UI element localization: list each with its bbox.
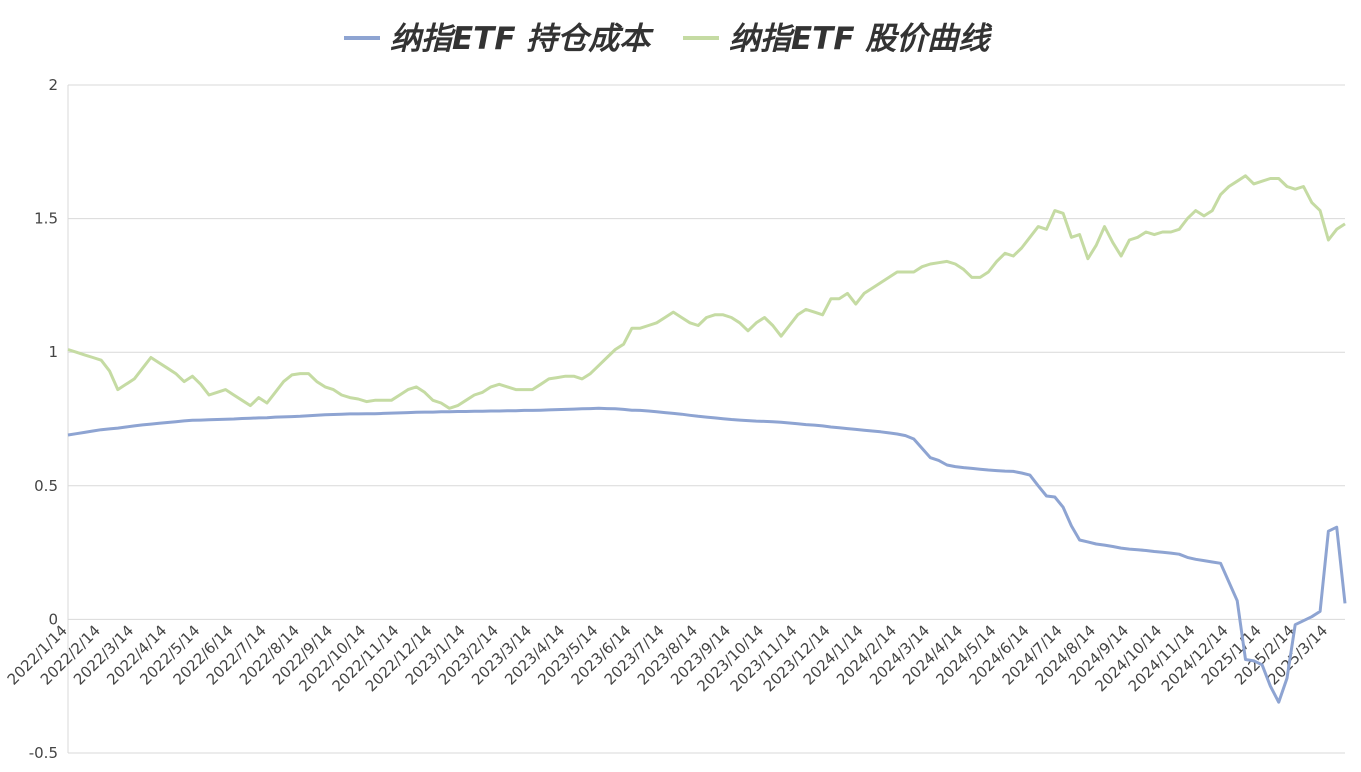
series-line	[67, 174, 1346, 410]
series-line	[67, 406, 1347, 704]
legend-label: 纳指ETF 股价曲线	[729, 21, 993, 57]
y-tick-label: 0	[48, 610, 58, 628]
legend-label: 纳指ETF 持仓成本	[390, 21, 654, 57]
y-tick-label: 0.5	[34, 477, 58, 495]
y-tick-label: 1.5	[34, 210, 58, 228]
y-tick-label: 2	[48, 76, 58, 94]
y-tick-label: 1	[48, 343, 58, 361]
y-tick-label: -0.5	[29, 744, 58, 762]
